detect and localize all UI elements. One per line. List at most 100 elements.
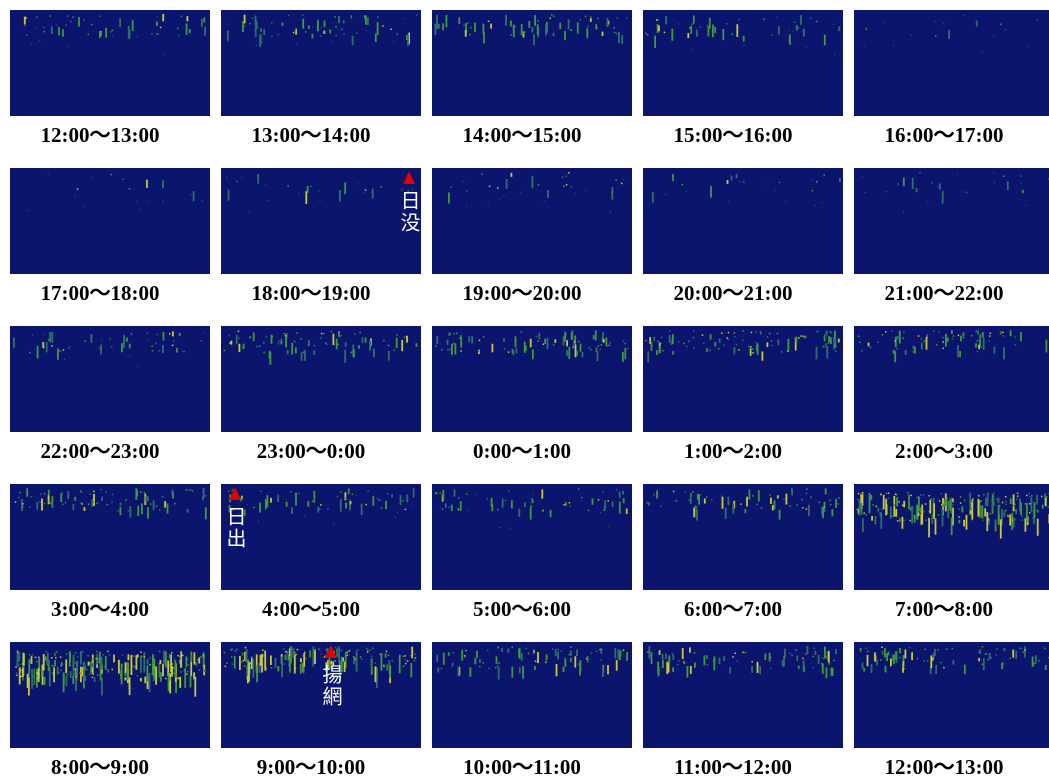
echo-speckle (895, 508, 898, 517)
echo-speckle (36, 16, 38, 18)
echo-speckle (162, 345, 164, 354)
echo-speckle (245, 653, 248, 663)
echo-speckle (1001, 501, 1004, 504)
echo-speckle (435, 345, 437, 347)
echo-speckle (39, 501, 41, 503)
echo-speckle (744, 509, 747, 514)
echo-speckle (979, 335, 981, 346)
echo-speckle (405, 662, 407, 665)
echo-speckle (1036, 518, 1039, 536)
echo-speckle (668, 334, 671, 343)
echo-speckle (32, 675, 35, 677)
echo-speckle (865, 647, 867, 650)
echo-speckle (282, 648, 285, 650)
echo-speckle (56, 24, 58, 26)
echo-speckle (1024, 646, 1026, 658)
echo-speckle (293, 340, 296, 343)
echo-speckle (452, 342, 455, 345)
echo-speckle (350, 351, 352, 354)
echo-speckle (970, 502, 973, 508)
panel-label: 6:00〜7:00 (684, 597, 782, 621)
echo-speckle (244, 646, 247, 649)
echo-speckle (305, 657, 307, 660)
panel-label: 15:00〜16:00 (674, 123, 793, 147)
echo-speckle (482, 23, 485, 34)
echo-speckle (931, 182, 933, 184)
echo-speckle (585, 657, 588, 660)
echo-speckle (861, 507, 863, 509)
echo-speckle (250, 667, 252, 669)
echo-speckle (535, 335, 538, 338)
echo-speckle (146, 659, 149, 665)
echo-speckle (553, 15, 555, 18)
echo-speckle (121, 664, 123, 667)
echo-speckle (384, 653, 387, 658)
echo-speckle (402, 655, 405, 658)
echo-speckle (609, 342, 611, 344)
echo-speckle (180, 671, 182, 673)
echo-speckle (563, 504, 565, 506)
echogram (10, 168, 210, 274)
echo-speckle (742, 651, 744, 654)
echo-speckle (933, 503, 935, 519)
echo-speckle (146, 665, 149, 682)
echo-speckle (119, 502, 122, 506)
echo-speckle (110, 173, 113, 176)
echo-speckle (465, 650, 468, 652)
echo-speckle (342, 20, 345, 24)
echo-speckle (99, 664, 102, 681)
echo-speckle (501, 648, 503, 652)
echo-speckle (240, 661, 243, 664)
echo-speckle (856, 508, 858, 510)
echo-speckle (756, 503, 758, 506)
echo-speckle (625, 508, 628, 514)
echo-speckle (251, 17, 254, 19)
echo-speckle (688, 27, 691, 29)
echo-speckle (499, 527, 501, 528)
echo-speckle (988, 652, 991, 660)
echo-speckle (771, 34, 774, 36)
echo-speckle (123, 334, 125, 347)
echo-speckle (1028, 492, 1030, 495)
echo-speckle (159, 660, 162, 665)
echo-speckle (982, 337, 985, 350)
echo-speckle (402, 665, 405, 668)
echo-speckle (487, 20, 490, 22)
echo-speckle (107, 650, 109, 653)
echo-speckle (351, 493, 354, 495)
echo-speckle (1009, 498, 1012, 504)
echo-speckle (618, 501, 621, 514)
echo-speckle (904, 349, 907, 355)
echo-speckle (549, 509, 552, 518)
echo-speckle (978, 500, 981, 518)
echo-speckle (584, 15, 587, 18)
echo-speckle (129, 505, 132, 518)
echo-speckle (805, 492, 808, 495)
echo-speckle (389, 667, 392, 678)
panel: 1:00〜2:00 (643, 326, 843, 463)
echo-speckle (618, 491, 621, 498)
echo-speckle (531, 499, 534, 504)
echo-speckle (240, 497, 242, 502)
echo-speckle (90, 334, 93, 343)
echo-speckle (829, 331, 832, 333)
echo-speckle (458, 17, 461, 24)
echo-speckle (366, 647, 368, 650)
echo-speckle (778, 26, 780, 35)
echo-speckle (826, 345, 829, 359)
echo-speckle (1021, 515, 1023, 517)
echo-speckle (66, 15, 69, 17)
echo-speckle (387, 351, 390, 361)
echo-speckle (893, 44, 895, 46)
echo-speckle (941, 509, 944, 527)
echo-speckle (345, 651, 347, 657)
echo-speckle (372, 647, 374, 649)
echo-speckle (320, 653, 323, 655)
echo-speckle (523, 341, 526, 353)
echo-speckle (466, 205, 468, 207)
echo-speckle (903, 211, 904, 213)
echo-speckle (693, 347, 695, 349)
echo-speckle (66, 653, 68, 655)
echo-speckle (311, 33, 314, 39)
echo-speckle (149, 656, 151, 659)
